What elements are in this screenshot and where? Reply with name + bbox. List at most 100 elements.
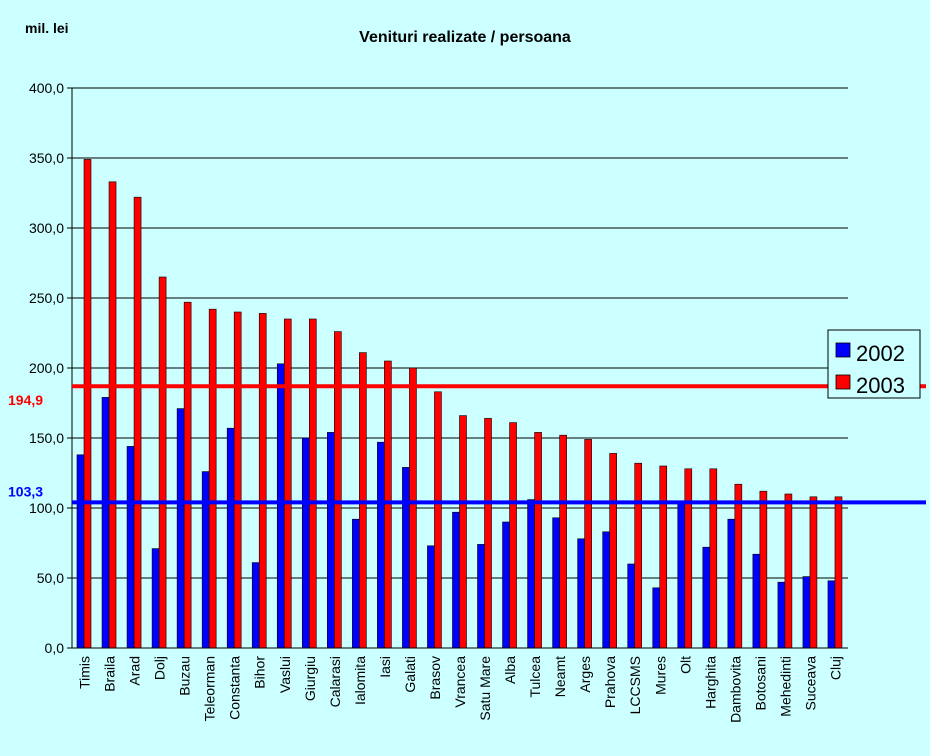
bar-2003-constanta xyxy=(233,311,242,649)
legend-swatch-2002 xyxy=(835,342,851,358)
bar-2003-prahova xyxy=(609,453,617,649)
x-tick-label: Buzau xyxy=(177,656,193,696)
bar-2002-constanta xyxy=(226,427,235,649)
bar-2002-suceava xyxy=(802,576,811,649)
x-tick-label: Giurgiu xyxy=(302,656,318,701)
reference-line-label: 194,9 xyxy=(8,392,43,408)
bar-2003-ialomita xyxy=(359,352,367,649)
bar-2003-alba xyxy=(509,422,517,649)
bar-2003-buzau xyxy=(183,301,192,649)
bar-2002-tulcea xyxy=(527,499,535,649)
x-tick-label: Arges xyxy=(577,656,593,693)
bar-2002-mehedinti xyxy=(777,581,786,649)
bar-2003-lccsms xyxy=(634,462,643,649)
x-tick-label: Mures xyxy=(652,656,668,695)
bar-2003-olt xyxy=(684,468,693,649)
bars xyxy=(76,159,843,649)
bar-2003-giurgiu xyxy=(308,318,317,649)
x-tick-label: Dolj xyxy=(152,656,168,680)
x-tick-label: Harghita xyxy=(702,656,718,709)
y-tick-label: 100,0 xyxy=(29,500,64,516)
x-tick-label: Tulcea xyxy=(527,656,543,698)
y-tick-label: 150,0 xyxy=(29,430,64,446)
y-tick-label: 250,0 xyxy=(29,290,64,306)
x-tick-label: Calarasi xyxy=(327,656,343,707)
bar-2003-timis xyxy=(83,159,92,649)
axes xyxy=(71,88,848,649)
bar-2002-prahova xyxy=(602,531,610,649)
bar-2003-bihor xyxy=(258,313,267,649)
x-tick-label: Galati xyxy=(402,656,418,693)
bar-2003-cluj xyxy=(834,496,843,649)
y-unit-label: mil. lei xyxy=(25,20,69,36)
x-tick-label: Arad xyxy=(127,656,143,686)
bar-2002-brasov xyxy=(427,545,435,649)
bar-2003-vrancea xyxy=(459,415,467,649)
x-tick-label: Vaslui xyxy=(277,656,293,693)
y-tick-label: 200,0 xyxy=(29,360,64,376)
bar-2003-braila xyxy=(108,181,117,649)
bar-2003-vaslui xyxy=(283,318,292,649)
x-tick-label: Teleorman xyxy=(202,656,218,721)
bar-2003-dolj xyxy=(158,276,167,649)
x-tick-label: Ialomita xyxy=(352,656,368,705)
x-tick-label: Mehedinti xyxy=(777,656,793,717)
bar-2003-galati xyxy=(409,367,417,649)
bar-2002-satu-mare xyxy=(477,544,485,649)
bar-2003-suceava xyxy=(809,496,818,649)
bar-2002-timis xyxy=(76,454,85,649)
y-tick-label: 300,0 xyxy=(29,220,64,236)
bar-2002-vrancea xyxy=(452,511,460,649)
bar-2002-braila xyxy=(101,397,110,649)
x-tick-label: Iasi xyxy=(377,656,393,678)
x-axis-labels: Timis Braila Arad Dolj Buzau Teleorman Constan… xyxy=(77,656,844,723)
x-tick-label: Botosani xyxy=(752,656,768,710)
bar-2003-satu-mare xyxy=(484,418,492,649)
legend-label-2003: 2003 xyxy=(856,373,905,398)
bar-2002-botosani xyxy=(752,553,761,649)
y-axis-ticks: 0,0 50,0 100,0 150,0 200,0 250,0 300,0 350,0 400… xyxy=(29,80,72,656)
bar-2002-olt xyxy=(677,503,686,649)
bar-2002-harghita xyxy=(702,546,711,649)
bar-2003-teleorman xyxy=(208,308,217,649)
bar-2002-cluj xyxy=(827,580,836,649)
bar-2003-neamt xyxy=(559,434,567,649)
bar-2003-mehedinti xyxy=(784,493,793,649)
bar-2003-harghita xyxy=(709,468,718,649)
bar-2002-mures xyxy=(652,587,661,649)
x-tick-label: Neamt xyxy=(552,656,568,697)
bar-2003-dambovita xyxy=(734,483,743,649)
legend-label-2002: 2002 xyxy=(856,341,905,366)
bar-2002-buzau xyxy=(176,408,185,649)
bar-2002-vaslui xyxy=(276,363,285,649)
chart-title: Venituri realizate / persoana xyxy=(359,29,571,46)
y-tick-label: 50,0 xyxy=(37,570,64,586)
bar-2002-dambovita xyxy=(727,518,736,649)
bar-2002-teleorman xyxy=(201,471,210,649)
x-tick-label: Bihor xyxy=(252,656,268,689)
bar-2002-bihor xyxy=(251,562,260,649)
x-tick-label: Suceava xyxy=(802,656,818,711)
bar-2003-calarasi xyxy=(334,331,342,649)
bar-2002-arges xyxy=(577,538,585,649)
bar-2002-alba xyxy=(502,521,510,649)
legend-swatch-2003 xyxy=(835,374,851,390)
x-tick-label: Prahova xyxy=(602,656,618,708)
bar-2002-iasi xyxy=(377,441,385,649)
y-tick-label: 400,0 xyxy=(29,80,64,96)
x-tick-label: Constanta xyxy=(227,656,243,720)
reference-lines: 194,9 103,3 xyxy=(8,384,926,505)
bar-2002-lccsms xyxy=(627,563,636,649)
bar-2002-calarasi xyxy=(327,432,335,649)
bar-2002-dolj xyxy=(151,548,160,649)
x-tick-label: Satu Mare xyxy=(477,656,493,721)
legend: 2002 2003 xyxy=(827,329,921,399)
bar-2003-arges xyxy=(584,439,592,649)
x-tick-label: LCCSMS xyxy=(627,656,643,714)
x-tick-label: Dambovita xyxy=(727,656,743,723)
y-tick-label: 0,0 xyxy=(45,640,65,656)
bar-2003-iasi xyxy=(384,360,392,649)
x-tick-label: Alba xyxy=(502,656,518,684)
x-tick-label: Vrancea xyxy=(452,656,468,708)
